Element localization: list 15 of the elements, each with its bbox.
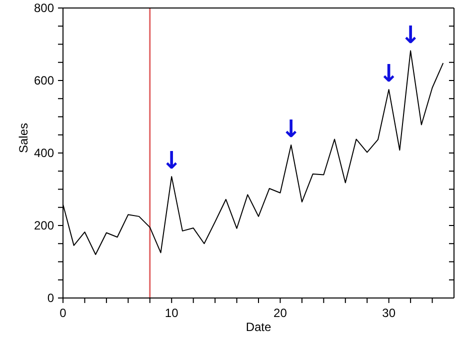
y-tick-label: 200: [34, 218, 54, 232]
x-tick-label: 30: [382, 306, 396, 320]
annotation: ↓: [400, 20, 421, 49]
y-tick-label: 0: [47, 291, 54, 305]
annotation: ↓: [281, 115, 302, 144]
y-tick-label: 800: [34, 1, 54, 15]
annotation: ↓: [378, 60, 399, 88]
y-tick-label: 600: [34, 74, 54, 88]
y-axis-title: Sales: [16, 122, 30, 153]
annotation: ↓: [162, 146, 182, 175]
x-tick-label: 20: [274, 306, 288, 320]
x-tick-label: 0: [60, 306, 67, 320]
x-axis-title: Date: [246, 320, 272, 334]
y-tick-label: 400: [34, 146, 54, 160]
x-tick-label: 10: [164, 306, 179, 320]
